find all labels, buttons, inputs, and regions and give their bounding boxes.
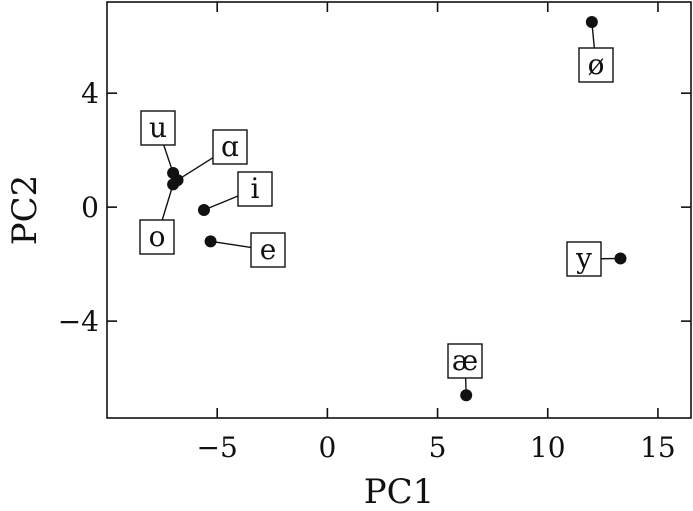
point-label: ɑ bbox=[221, 130, 239, 163]
leader-line bbox=[203, 195, 239, 211]
axis-ticks: −5 0 5 10 15 −4 0 4 bbox=[58, 2, 691, 464]
y-tick-label: 4 bbox=[81, 77, 99, 110]
data-point bbox=[614, 252, 627, 265]
point-label-box bbox=[566, 241, 602, 277]
point-labels: u ɑ o ie ø y æ bbox=[139, 47, 614, 379]
point-label-box bbox=[140, 110, 176, 146]
x-tick-label: 0 bbox=[318, 431, 336, 464]
plot-frame bbox=[106, 1, 692, 419]
leader-line bbox=[161, 184, 174, 221]
point-label-box bbox=[578, 47, 614, 83]
point-label-box bbox=[447, 343, 483, 379]
y-axis-title: PC2 bbox=[5, 175, 45, 246]
x-tick-label: 10 bbox=[530, 431, 566, 464]
x-axis-title: PC1 bbox=[364, 472, 435, 511]
data-point bbox=[197, 204, 210, 216]
point-label: i bbox=[251, 172, 260, 205]
y-tick-label: −4 bbox=[58, 305, 99, 338]
x-tick-label: −5 bbox=[197, 431, 238, 464]
x-tick-label: 5 bbox=[429, 431, 447, 464]
label-leaders bbox=[161, 21, 621, 396]
leader-line bbox=[210, 240, 252, 249]
data-points bbox=[167, 15, 627, 402]
point-label: y bbox=[575, 242, 592, 275]
point-label: æ bbox=[452, 344, 478, 377]
x-tick-label: 15 bbox=[640, 431, 676, 464]
point-label: ø bbox=[588, 48, 605, 81]
point-label-box bbox=[237, 171, 273, 207]
point-label: e bbox=[260, 233, 277, 266]
point-label: o bbox=[149, 220, 166, 253]
data-point bbox=[204, 235, 217, 248]
data-point bbox=[460, 389, 473, 402]
point-label-box bbox=[250, 232, 286, 268]
point-label-box bbox=[139, 219, 175, 255]
leader-line bbox=[177, 157, 214, 181]
point-label-box bbox=[212, 129, 248, 165]
data-point bbox=[585, 15, 598, 28]
y-tick-label: 0 bbox=[81, 191, 99, 224]
data-point bbox=[167, 178, 180, 191]
point-label: u bbox=[149, 111, 167, 144]
